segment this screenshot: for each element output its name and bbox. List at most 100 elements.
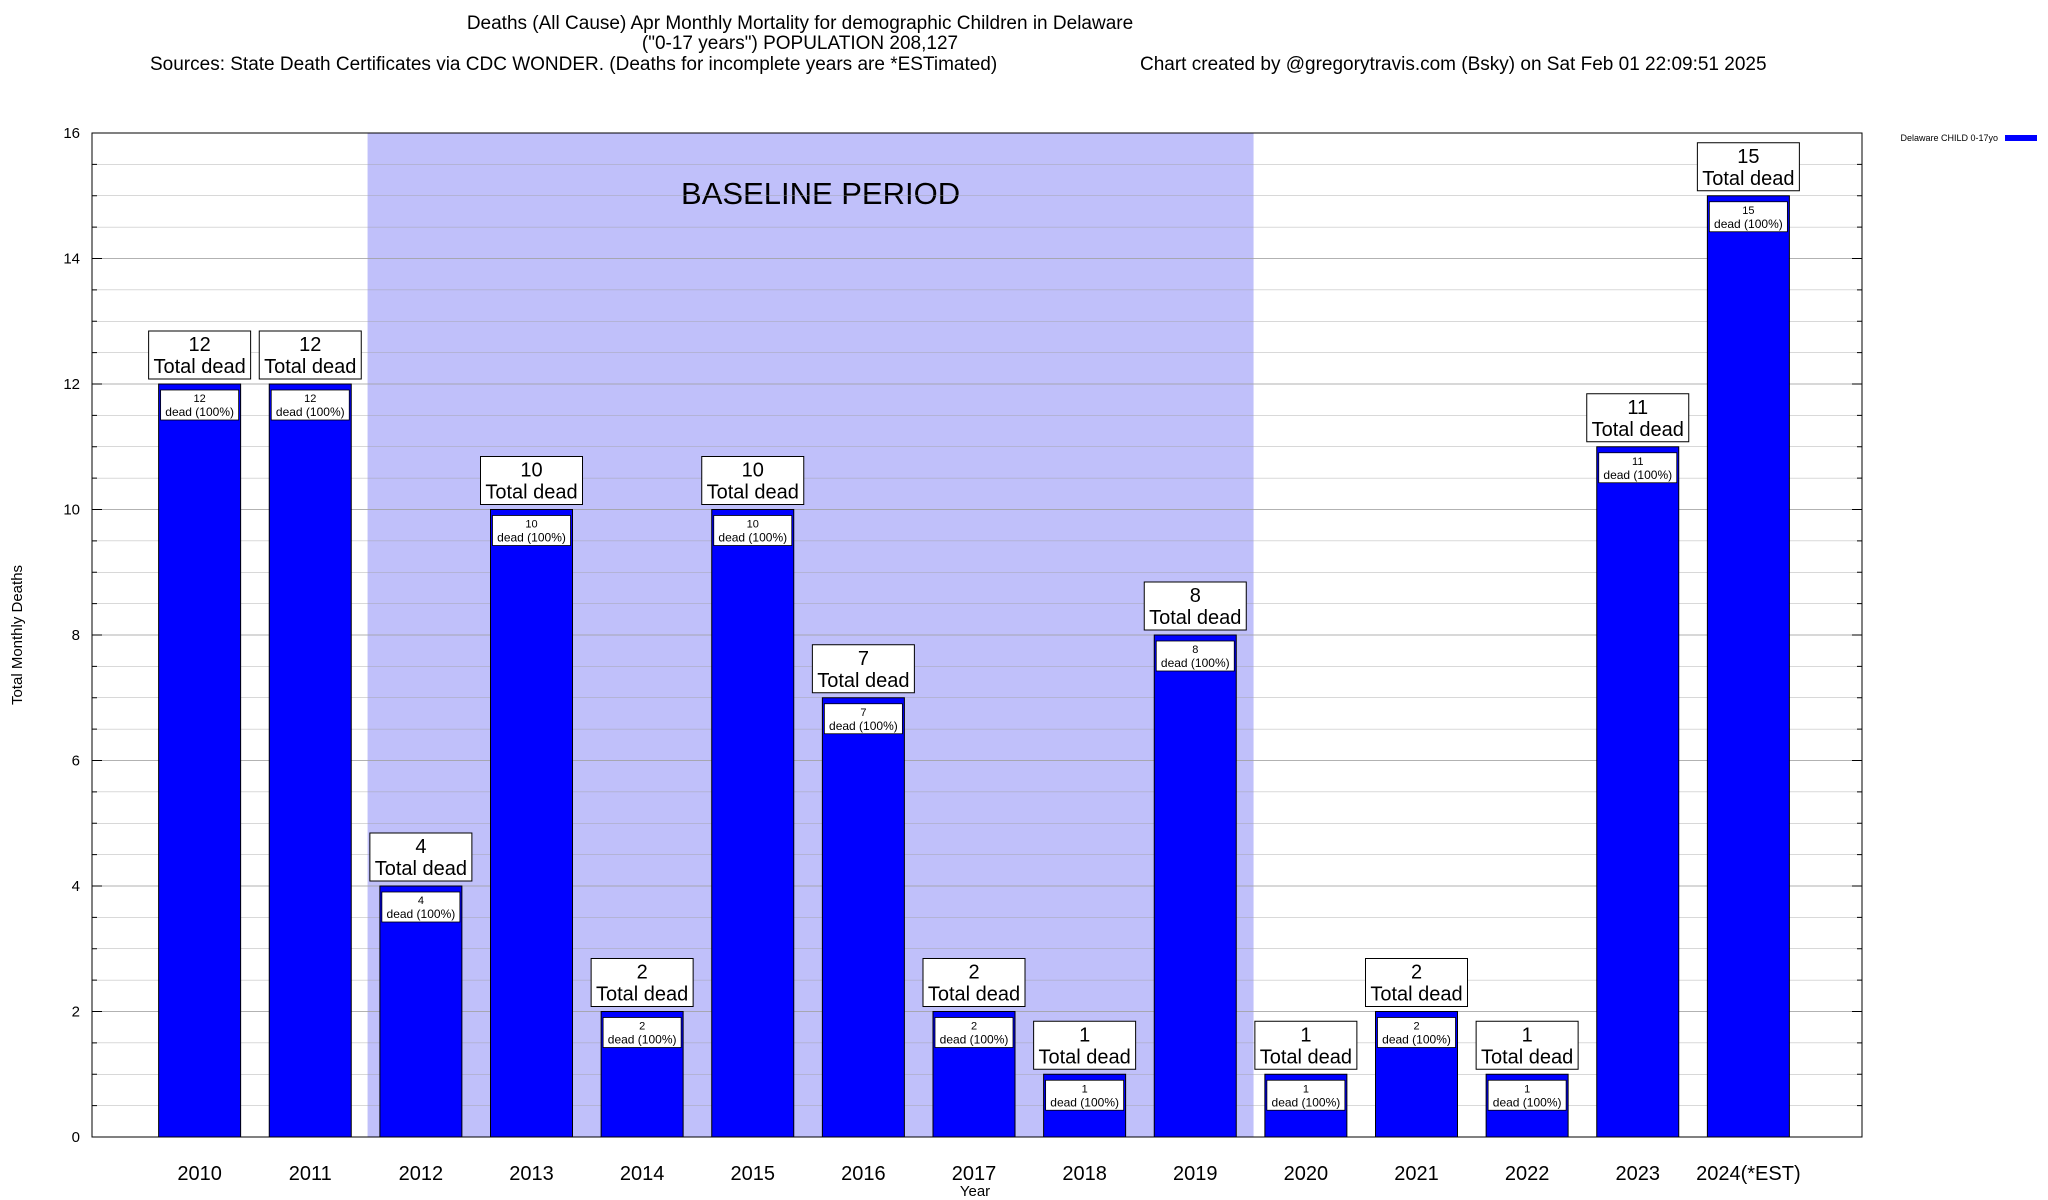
- top-label-value: 12: [299, 334, 321, 356]
- top-label-text: Total dead: [1149, 607, 1241, 629]
- inner-label-value: 7: [860, 707, 866, 719]
- bar-2016: [821, 697, 905, 1138]
- top-label-box: [258, 330, 362, 380]
- top-label-value: 15: [1737, 146, 1759, 168]
- inner-label-text: dead (100%): [165, 405, 234, 419]
- inner-label-text: dead (100%): [387, 907, 456, 921]
- top-label-value: 12: [189, 334, 211, 356]
- top-label-value: 10: [520, 460, 542, 482]
- chart-sources: Sources: State Death Certificates via CD…: [150, 54, 998, 75]
- top-label-text: Total dead: [153, 356, 245, 378]
- x-tick-label: 2014: [620, 1163, 665, 1185]
- top-label-value: 2: [968, 962, 979, 984]
- top-label-box: [1475, 1020, 1579, 1070]
- bar-2011: [268, 383, 352, 1138]
- top-label-box: [922, 958, 1026, 1007]
- x-tick-label: 2017: [952, 1163, 997, 1185]
- inner-label-text: dead (100%): [497, 531, 566, 545]
- top-label-text: Total dead: [928, 984, 1020, 1006]
- plot-border: [91, 132, 1863, 1138]
- inner-label-value: 10: [525, 519, 537, 531]
- top-label-text: Total dead: [1038, 1046, 1130, 1068]
- top-label-box: [480, 456, 583, 505]
- top-label-text: Total dead: [1370, 984, 1462, 1006]
- inner-label-text: dead (100%): [1714, 217, 1783, 231]
- y-tick-label: 0: [72, 1129, 80, 1146]
- top-label-box: [1365, 958, 1468, 1007]
- inner-label-text: dead (100%): [1382, 1033, 1451, 1047]
- inner-label-value: 2: [1413, 1021, 1419, 1033]
- top-label-text: Total dead: [817, 670, 909, 692]
- y-tick-label: 4: [72, 878, 80, 895]
- chart-title: Deaths (All Cause) Apr Monthly Mortality…: [466, 13, 1134, 34]
- y-tick-label: 2: [72, 1004, 80, 1021]
- x-tick-label: 2022: [1505, 1163, 1550, 1185]
- x-tick-label: 2023: [1616, 1163, 1661, 1185]
- top-label-text: Total dead: [485, 482, 577, 504]
- inner-label-box: [934, 1017, 1014, 1048]
- bar-2010: [158, 383, 242, 1138]
- y-tick-label: 14: [63, 251, 80, 268]
- inner-label-value: 12: [194, 393, 206, 405]
- inner-label-text: dead (100%): [276, 405, 345, 419]
- y-tick-label: 10: [63, 502, 80, 519]
- inner-label-value: 2: [971, 1021, 977, 1033]
- top-label-text: Total dead: [1702, 168, 1794, 190]
- top-label-value: 8: [1190, 585, 1201, 607]
- x-tick-label: 2020: [1284, 1163, 1329, 1185]
- inner-label-value: 11: [1632, 456, 1643, 468]
- legend-label: Delaware CHILD 0-17yo: [1900, 133, 1998, 143]
- x-tick-label: 2019: [1173, 1163, 1218, 1185]
- inner-label-text: dead (100%): [1272, 1095, 1341, 1109]
- inner-label-value: 1: [1082, 1083, 1088, 1095]
- x-tick-label: 2011: [289, 1163, 332, 1185]
- x-tick-label: 2015: [731, 1163, 776, 1185]
- inner-label-box: [1155, 640, 1235, 672]
- x-tick-label: 2024(*EST): [1696, 1163, 1801, 1185]
- top-label-value: 1: [1079, 1024, 1090, 1046]
- y-tick-label: 6: [72, 753, 80, 770]
- bar-2023: [1596, 446, 1680, 1138]
- x-tick-label: 2021: [1394, 1163, 1439, 1185]
- x-axis-label: Year: [960, 1183, 990, 1200]
- inner-label-value: 8: [1192, 644, 1198, 656]
- top-label-text: Total dead: [264, 356, 356, 378]
- chart-subtitle: ("0-17 years") POPULATION 208,127: [641, 33, 959, 54]
- bar-2024(*EST): [1706, 195, 1790, 1138]
- inner-label-box: [1598, 452, 1678, 484]
- y-axis-label: Total Monthly Deaths: [9, 565, 26, 705]
- inner-label-box: [492, 515, 571, 546]
- top-label-box: [590, 958, 694, 1007]
- y-tick-label: 16: [63, 125, 80, 142]
- inner-label-text: dead (100%): [1603, 468, 1672, 482]
- bar-2013: [490, 509, 573, 1138]
- inner-label-box: [1487, 1079, 1567, 1111]
- top-label-value: 2: [1411, 962, 1422, 984]
- legend-swatch: [2005, 135, 2037, 141]
- inner-label-box: [381, 891, 461, 923]
- inner-label-text: dead (100%): [1050, 1095, 1119, 1109]
- top-label-text: Total dead: [1481, 1046, 1573, 1068]
- inner-label-box: [1045, 1079, 1125, 1111]
- x-tick-label: 2018: [1062, 1163, 1107, 1185]
- top-label-value: 10: [742, 460, 764, 482]
- top-label-value: 4: [415, 836, 426, 858]
- top-label-box: [811, 644, 915, 694]
- bar-2019: [1153, 634, 1237, 1138]
- top-label-box: [1143, 581, 1247, 631]
- top-label-box: [1033, 1020, 1137, 1070]
- top-label-box: [1586, 393, 1690, 443]
- y-tick-label: 8: [72, 627, 80, 644]
- y-tick-label: 12: [63, 376, 80, 393]
- top-label-text: Total dead: [1592, 419, 1684, 441]
- top-label-value: 1: [1522, 1024, 1533, 1046]
- x-tick-label: 2016: [841, 1163, 886, 1185]
- top-label-text: Total dead: [375, 858, 467, 880]
- inner-label-value: 1: [1303, 1083, 1309, 1095]
- top-label-box: [1696, 142, 1800, 192]
- inner-label-text: dead (100%): [940, 1033, 1009, 1047]
- top-label-box: [148, 330, 252, 380]
- inner-label-box: [823, 703, 903, 735]
- inner-label-box: [1708, 201, 1788, 233]
